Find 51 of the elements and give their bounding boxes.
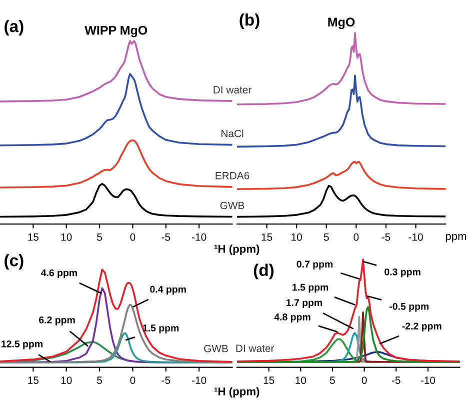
annotation: -0.5 ppm <box>390 302 429 312</box>
text: (a) <box>4 20 24 36</box>
annotation: 0.4 ppm <box>150 286 186 295</box>
annotation: 12.5 ppm <box>2 340 42 350</box>
x-tick-label: 10 <box>292 233 302 241</box>
series-label: ERDA6 <box>216 172 250 180</box>
text: (b) <box>240 14 260 30</box>
series-label: NaCl <box>222 130 244 138</box>
x-tick-label: -10 <box>192 233 206 241</box>
x-tick-label: -5 <box>392 376 400 384</box>
annotation: (d) <box>254 264 274 280</box>
series-label: DI water <box>214 86 252 94</box>
annotation: 6.2 ppm <box>39 316 75 326</box>
x-tick-label: 5 <box>97 376 102 384</box>
annotation: GWB <box>204 344 228 352</box>
annotation: 4.8 ppm <box>274 314 310 322</box>
x-tick-label: 10 <box>61 233 72 241</box>
x-tick-label: 5 <box>324 234 329 241</box>
x-tick-label: -5 <box>162 376 170 384</box>
annotation: DI water <box>236 344 274 352</box>
x-tick-label: 15 <box>262 234 272 241</box>
x-tick-label: 0 <box>130 376 136 384</box>
annotation: 0.7 ppm <box>296 260 333 270</box>
x-tick-label: -10 <box>192 376 206 384</box>
series-label: GWB <box>220 202 244 210</box>
x-tick-label: -10 <box>420 376 436 384</box>
x-axis-title: ¹H (ppm) <box>214 244 260 255</box>
annotation: 4.6 ppm <box>40 269 77 278</box>
annotation: -2.2 ppm <box>402 322 442 332</box>
annotation: 1.5 ppm <box>292 284 328 293</box>
x-tick-label: 10 <box>61 376 72 384</box>
x-tick-label: 15 <box>28 376 39 384</box>
chart-title: WIPP MgO <box>84 26 148 38</box>
x-tick-label: 5 <box>330 376 335 384</box>
annotation: 1.5 ppm <box>143 324 179 334</box>
x-tick-label: 15 <box>28 234 39 241</box>
x-tick-label: -5 <box>382 234 390 241</box>
x-tick-label: 5 <box>97 234 102 241</box>
x-tick-label: -5 <box>162 234 170 241</box>
x-tick-label: 0 <box>130 233 136 241</box>
annotation: 1.7 ppm <box>286 299 322 308</box>
x-axis-title: ¹H (ppm) <box>214 387 260 398</box>
x-tick-label: 0 <box>362 376 367 384</box>
x-axis-title: ppm <box>446 234 466 242</box>
annotation: 0.3 ppm <box>384 268 420 278</box>
x-tick-label: 0 <box>354 233 359 241</box>
text: (c) <box>4 254 24 270</box>
x-tick-label: 10 <box>296 376 306 384</box>
x-tick-label: 15 <box>264 376 274 384</box>
chart-title: MgO <box>328 18 355 30</box>
x-tick-label: -10 <box>408 233 423 241</box>
